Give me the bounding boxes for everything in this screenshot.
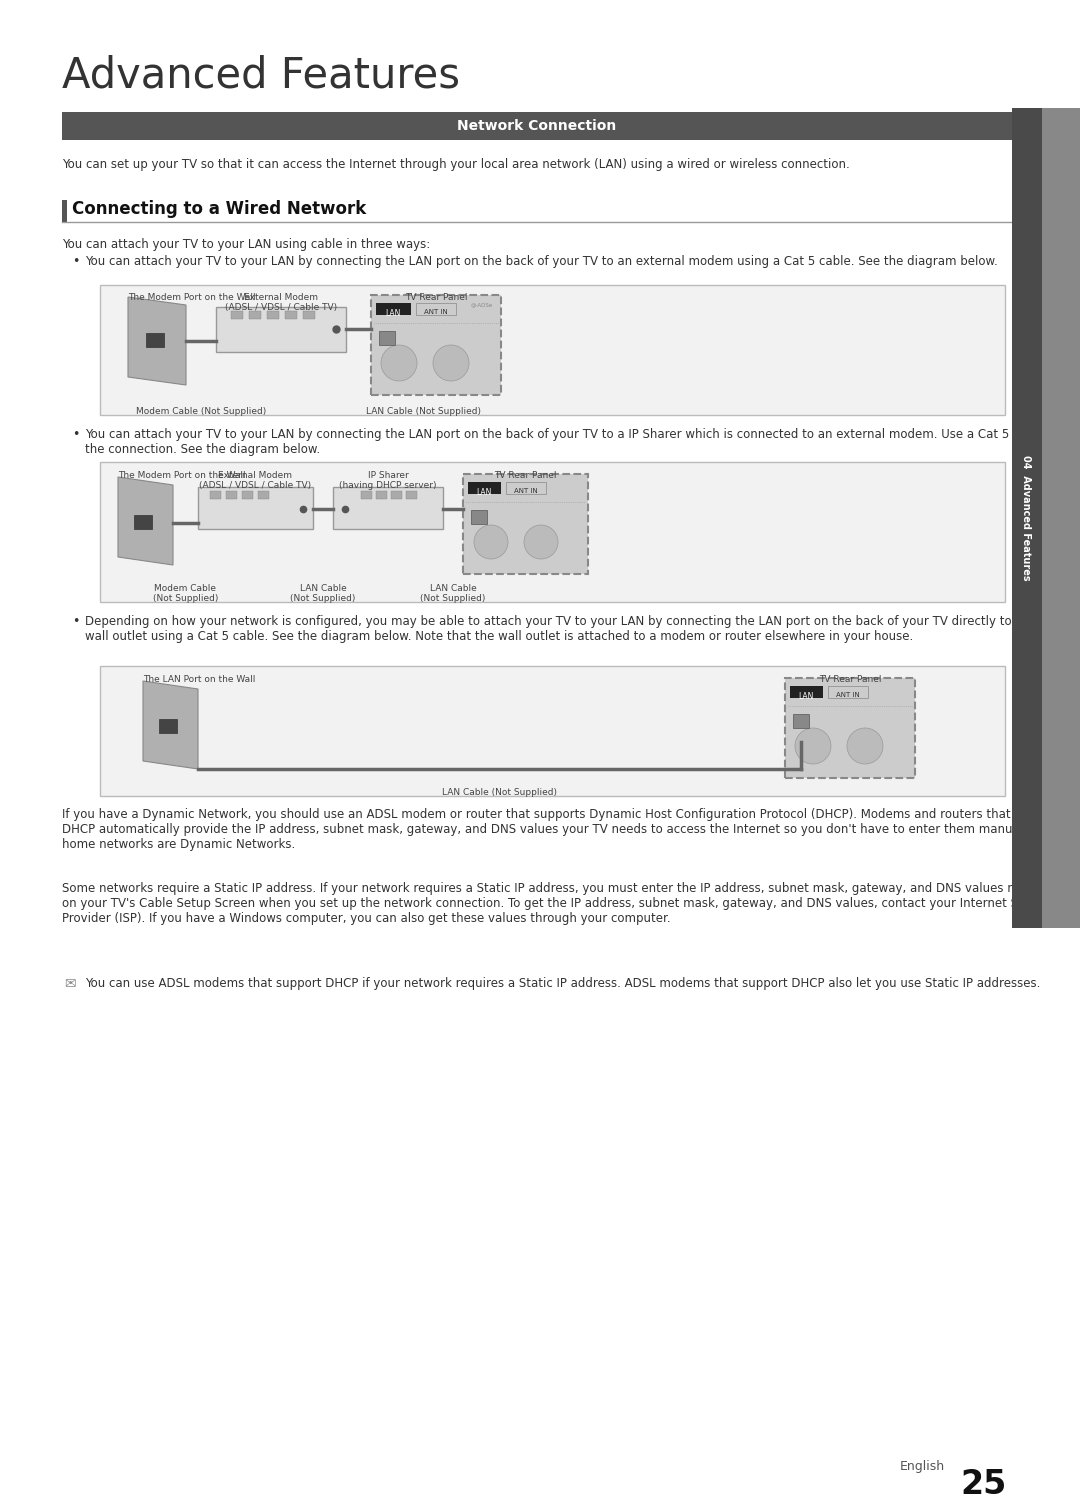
Text: You can use ADSL modems that support DHCP if your network requires a Static IP a: You can use ADSL modems that support DHC… — [85, 977, 1040, 991]
Text: (Not Supplied): (Not Supplied) — [291, 595, 355, 604]
Polygon shape — [118, 477, 173, 565]
Text: Modem Cable: Modem Cable — [154, 584, 216, 593]
Circle shape — [524, 524, 558, 559]
Bar — [416, 303, 456, 315]
Bar — [100, 462, 1005, 602]
Text: LAN Cable: LAN Cable — [430, 584, 476, 593]
Bar — [828, 686, 868, 698]
Text: You can attach your TV to your LAN using cable in three ways:: You can attach your TV to your LAN using… — [62, 238, 430, 251]
Bar — [134, 515, 152, 529]
Text: TV Rear Panel: TV Rear Panel — [819, 675, 881, 684]
Bar — [242, 492, 253, 499]
Text: ANT IN: ANT IN — [514, 489, 538, 495]
Bar — [468, 483, 501, 495]
Bar — [1042, 108, 1080, 928]
Text: Some networks require a Static IP address. If your network requires a Static IP : Some networks require a Static IP addres… — [62, 881, 1062, 925]
Text: @-ADSe: @-ADSe — [471, 302, 494, 306]
Text: LAN: LAN — [386, 309, 401, 318]
Text: You can attach your TV to your LAN by connecting the LAN port on the back of you: You can attach your TV to your LAN by co… — [85, 427, 1065, 456]
Bar — [100, 666, 1005, 796]
Text: The Modem Port on the Wall: The Modem Port on the Wall — [129, 293, 256, 302]
Bar — [376, 492, 387, 499]
Text: •: • — [72, 616, 79, 627]
Bar — [100, 285, 1005, 415]
Circle shape — [433, 345, 469, 381]
Text: TV Rear Panel: TV Rear Panel — [405, 293, 468, 302]
Bar — [785, 678, 915, 778]
Text: (Not Supplied): (Not Supplied) — [420, 595, 486, 604]
Circle shape — [847, 728, 883, 763]
Text: 25: 25 — [960, 1469, 1007, 1494]
Text: The Modem Port on the Wall: The Modem Port on the Wall — [118, 471, 245, 480]
Bar — [216, 306, 346, 353]
Bar — [406, 492, 417, 499]
Bar — [159, 719, 177, 734]
Text: If you have a Dynamic Network, you should use an ADSL modem or router that suppo: If you have a Dynamic Network, you shoul… — [62, 808, 1067, 852]
Bar — [267, 311, 279, 320]
Text: External Modem
(ADSL / VDSL / Cable TV): External Modem (ADSL / VDSL / Cable TV) — [200, 471, 311, 490]
Text: •: • — [72, 427, 79, 441]
Bar — [231, 311, 243, 320]
Text: (Not Supplied): (Not Supplied) — [152, 595, 218, 604]
Bar — [258, 492, 269, 499]
Bar — [226, 492, 237, 499]
Text: 04  Advanced Features: 04 Advanced Features — [1021, 456, 1031, 581]
Text: Network Connection: Network Connection — [457, 120, 617, 133]
Text: LAN Cable: LAN Cable — [299, 584, 347, 593]
Bar — [463, 474, 588, 574]
Text: Depending on how your network is configured, you may be able to attach your TV t: Depending on how your network is configu… — [85, 616, 1075, 642]
Bar — [471, 509, 487, 524]
Bar — [62, 200, 67, 223]
Bar — [210, 492, 221, 499]
Bar — [249, 311, 261, 320]
Text: LAN: LAN — [476, 489, 491, 498]
Circle shape — [474, 524, 508, 559]
Text: LAN: LAN — [798, 692, 813, 701]
Bar — [372, 294, 501, 394]
Bar — [146, 333, 164, 347]
Bar — [62, 112, 1012, 140]
Text: Modem Cable (Not Supplied): Modem Cable (Not Supplied) — [136, 406, 266, 415]
Text: TV Rear Panel: TV Rear Panel — [495, 471, 557, 480]
Text: Advanced Features: Advanced Features — [62, 55, 460, 97]
Bar — [789, 686, 823, 698]
Polygon shape — [129, 297, 186, 385]
Text: ANT IN: ANT IN — [836, 692, 860, 698]
Bar — [303, 311, 315, 320]
Text: ANT IN: ANT IN — [424, 309, 448, 315]
Bar — [391, 492, 402, 499]
Text: The LAN Port on the Wall: The LAN Port on the Wall — [143, 675, 255, 684]
Bar — [793, 714, 809, 728]
Polygon shape — [143, 681, 198, 769]
Text: •: • — [72, 255, 79, 267]
Circle shape — [381, 345, 417, 381]
Text: External Modem
(ADSL / VDSL / Cable TV): External Modem (ADSL / VDSL / Cable TV) — [225, 293, 337, 312]
Text: IP Sharer
(having DHCP server): IP Sharer (having DHCP server) — [339, 471, 436, 490]
Circle shape — [795, 728, 831, 763]
Text: You can attach your TV to your LAN by connecting the LAN port on the back of you: You can attach your TV to your LAN by co… — [85, 255, 998, 267]
Bar — [379, 332, 395, 345]
Bar — [333, 487, 443, 529]
Text: ✉: ✉ — [64, 977, 76, 991]
Text: You can set up your TV so that it can access the Internet through your local are: You can set up your TV so that it can ac… — [62, 158, 850, 170]
Bar — [376, 303, 411, 315]
Text: Connecting to a Wired Network: Connecting to a Wired Network — [72, 200, 366, 218]
Bar — [1012, 108, 1042, 928]
Text: LAN Cable (Not Supplied): LAN Cable (Not Supplied) — [442, 787, 557, 796]
Bar — [198, 487, 313, 529]
Bar — [507, 483, 546, 495]
Bar — [361, 492, 372, 499]
Text: LAN Cable (Not Supplied): LAN Cable (Not Supplied) — [366, 406, 481, 415]
Text: English: English — [900, 1460, 945, 1473]
Bar — [285, 311, 297, 320]
